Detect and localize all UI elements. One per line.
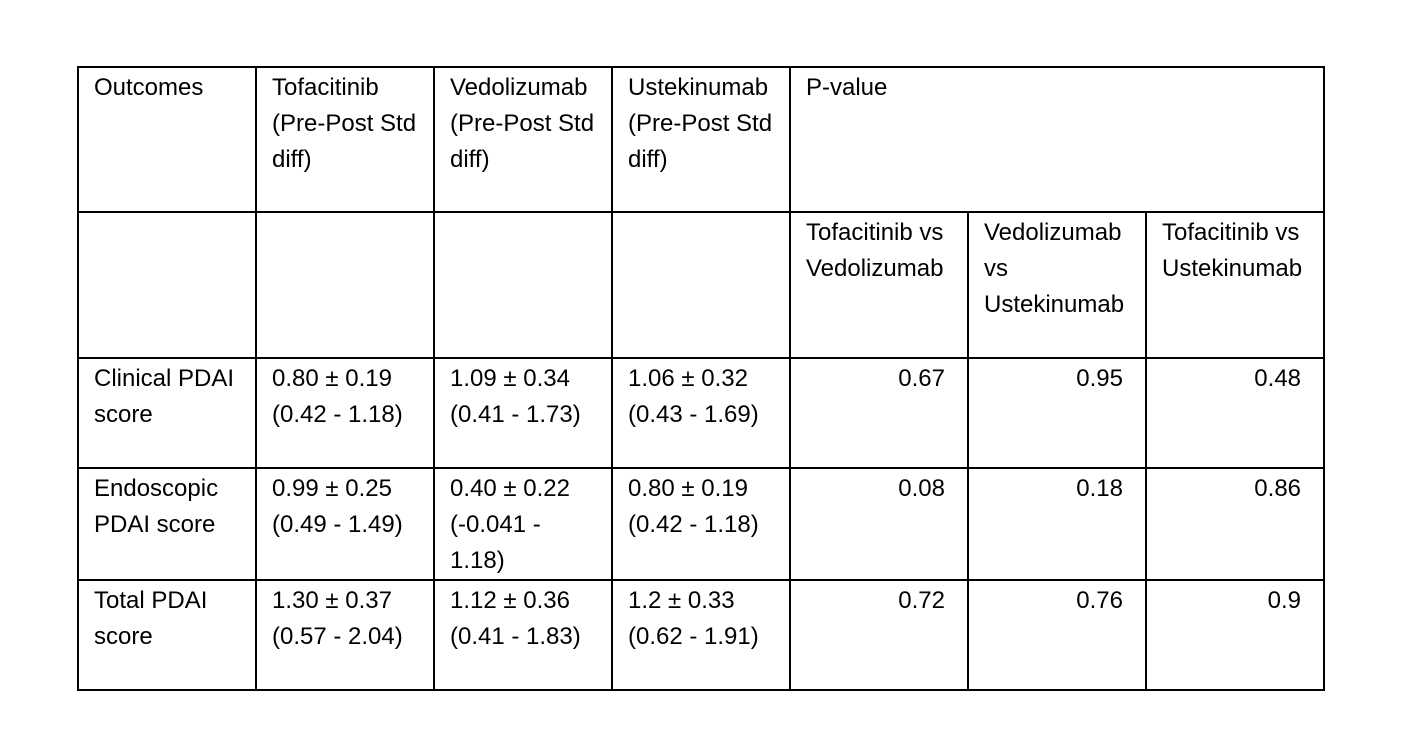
row-label: Total PDAI score <box>77 579 257 691</box>
value-cell: 1.2 ± 0.33 (0.62 - 1.91) <box>611 579 791 691</box>
header-cell: Outcomes <box>77 66 257 213</box>
empty-cell <box>77 211 257 359</box>
p-value-cell: 0.67 <box>789 357 969 469</box>
p-value-cell: 0.72 <box>789 579 969 691</box>
p-value-cell: 0.86 <box>1144 467 1326 581</box>
row-label: Endoscopic PDAI score <box>77 467 257 581</box>
empty-cell <box>255 211 435 359</box>
p-value-cell: 0.48 <box>1144 357 1326 469</box>
value-cell: 1.09 ± 0.34 (0.41 - 1.73) <box>433 357 613 469</box>
value-cell: 1.30 ± 0.37 (0.57 - 2.04) <box>255 579 435 691</box>
empty-cell <box>611 211 791 359</box>
value-cell: 1.06 ± 0.32 (0.43 - 1.69) <box>611 357 791 469</box>
p-value-cell: 0.9 <box>1144 579 1326 691</box>
table-body: Outcomes Tofacitinib (Pre-Post Std diff) V… <box>77 66 1326 691</box>
p-value-cell: 0.08 <box>789 467 969 581</box>
table-row: Clinical PDAI score 0.80 ± 0.19 (0.42 - 1… <box>77 357 1326 469</box>
p-value-cell: 0.95 <box>967 357 1147 469</box>
comparison-header: Tofacitinib vs Ustekinumab <box>1144 211 1326 359</box>
empty-cell <box>433 211 613 359</box>
table-row: Outcomes Tofacitinib (Pre-Post Std diff) V… <box>77 66 1326 213</box>
value-cell: 0.40 ± 0.22 (-0.041 - 1.18) <box>433 467 613 581</box>
header-cell: Vedolizumab (Pre-Post Std diff) <box>433 66 613 213</box>
value-cell: 1.12 ± 0.36 (0.41 - 1.83) <box>433 579 613 691</box>
comparison-header: Vedolizumab vs Ustekinumab <box>967 211 1147 359</box>
header-cell: Tofacitinib (Pre-Post Std diff) <box>255 66 435 213</box>
comparison-header: Tofacitinib vs Vedolizumab <box>789 211 969 359</box>
data-table: Outcomes Tofacitinib (Pre-Post Std diff) V… <box>77 66 1326 691</box>
p-value-cell: 0.76 <box>967 579 1147 691</box>
row-label: Clinical PDAI score <box>77 357 257 469</box>
table-row: Endoscopic PDAI score 0.99 ± 0.25 (0.49 -… <box>77 467 1326 581</box>
table-row: Total PDAI score 1.30 ± 0.37 (0.57 - 2.04… <box>77 579 1326 691</box>
table-row: Tofacitinib vs Vedolizumab Vedolizumab vs… <box>77 211 1326 359</box>
header-cell: Ustekinumab (Pre-Post Std diff) <box>611 66 791 213</box>
header-cell: P-value <box>788 66 1326 213</box>
p-value-cell: 0.18 <box>967 467 1147 581</box>
value-cell: 0.80 ± 0.19 (0.42 - 1.18) <box>255 357 435 469</box>
value-cell: 0.99 ± 0.25 (0.49 - 1.49) <box>255 467 435 581</box>
value-cell: 0.80 ± 0.19 (0.42 - 1.18) <box>611 467 791 581</box>
